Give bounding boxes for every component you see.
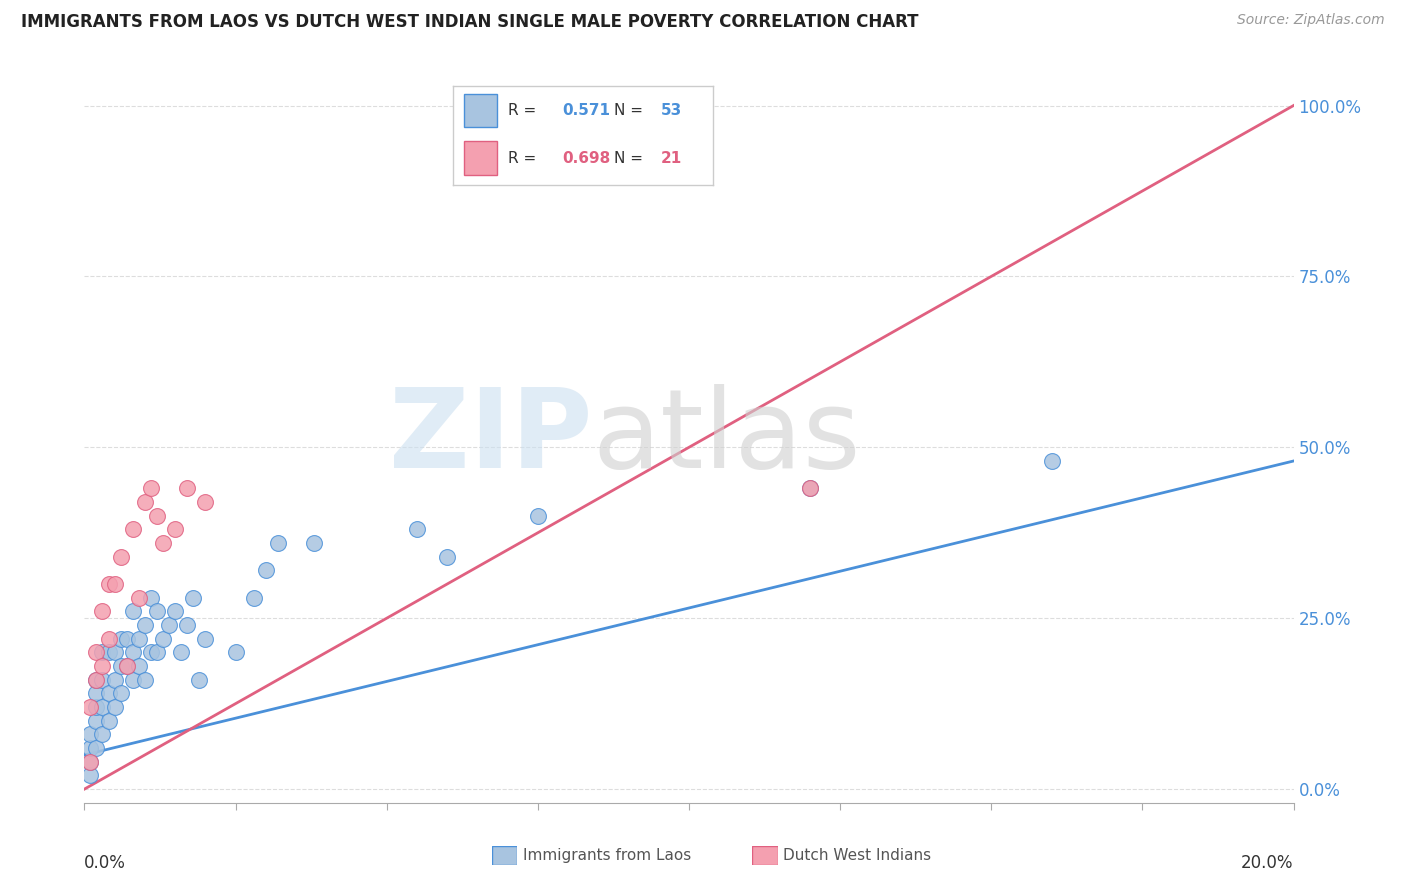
Point	[267, 536, 290, 550]
Point	[115, 632, 138, 646]
Point	[110, 686, 132, 700]
Point	[225, 645, 247, 659]
Point	[97, 686, 120, 700]
Point	[86, 741, 108, 756]
Point	[165, 604, 187, 618]
Point	[86, 686, 108, 700]
Point	[104, 700, 127, 714]
Point	[152, 632, 174, 646]
Point	[139, 645, 162, 659]
Point	[79, 741, 101, 756]
Text: 20.0%: 20.0%	[1241, 854, 1294, 872]
Point	[170, 645, 193, 659]
Point	[194, 495, 217, 509]
Point	[157, 618, 180, 632]
Point	[91, 673, 114, 687]
Text: ZIP: ZIP	[389, 384, 592, 491]
Text: Dutch West Indians: Dutch West Indians	[783, 848, 931, 863]
Point	[86, 673, 108, 687]
Point	[139, 591, 162, 605]
Point	[188, 673, 211, 687]
Point	[152, 536, 174, 550]
FancyBboxPatch shape	[752, 846, 778, 865]
Point	[110, 549, 132, 564]
Point	[134, 673, 156, 687]
Point	[134, 495, 156, 509]
Point	[527, 508, 550, 523]
Point	[79, 700, 101, 714]
Point	[146, 508, 169, 523]
Point	[104, 645, 127, 659]
Text: atlas: atlas	[592, 384, 860, 491]
Point	[79, 768, 101, 782]
Text: Source: ZipAtlas.com: Source: ZipAtlas.com	[1237, 13, 1385, 28]
Point	[139, 481, 162, 495]
Point	[121, 673, 143, 687]
Point	[86, 714, 108, 728]
Point	[165, 522, 187, 536]
Text: 0.0%: 0.0%	[84, 854, 127, 872]
Point	[176, 618, 198, 632]
Point	[91, 604, 114, 618]
Point	[104, 673, 127, 687]
Point	[128, 632, 150, 646]
Point	[97, 632, 120, 646]
Point	[146, 645, 169, 659]
FancyBboxPatch shape	[492, 846, 517, 865]
Point	[121, 604, 143, 618]
Point	[91, 659, 114, 673]
Point	[91, 700, 114, 714]
Point	[97, 714, 120, 728]
Point	[91, 727, 114, 741]
Point	[121, 645, 143, 659]
Point	[1040, 454, 1063, 468]
Point	[128, 659, 150, 673]
Point	[86, 700, 108, 714]
Point	[799, 481, 821, 495]
Text: Immigrants from Laos: Immigrants from Laos	[523, 848, 692, 863]
Point	[134, 618, 156, 632]
Point	[79, 755, 101, 769]
Point	[110, 632, 132, 646]
Point	[242, 591, 264, 605]
Point	[91, 645, 114, 659]
Point	[176, 481, 198, 495]
Text: IMMIGRANTS FROM LAOS VS DUTCH WEST INDIAN SINGLE MALE POVERTY CORRELATION CHART: IMMIGRANTS FROM LAOS VS DUTCH WEST INDIA…	[21, 13, 918, 31]
Point	[115, 659, 138, 673]
Point	[406, 522, 429, 536]
Point	[128, 591, 150, 605]
Point	[86, 673, 108, 687]
Point	[97, 645, 120, 659]
Point	[79, 727, 101, 741]
Point	[79, 755, 101, 769]
Point	[104, 577, 127, 591]
Point	[194, 632, 217, 646]
Point	[254, 563, 277, 577]
Point	[115, 659, 138, 673]
Point	[110, 659, 132, 673]
Point	[146, 604, 169, 618]
Point	[799, 481, 821, 495]
Point	[181, 591, 204, 605]
Point	[97, 577, 120, 591]
Point	[86, 645, 108, 659]
Point	[302, 536, 325, 550]
Point	[436, 549, 458, 564]
Point	[121, 522, 143, 536]
